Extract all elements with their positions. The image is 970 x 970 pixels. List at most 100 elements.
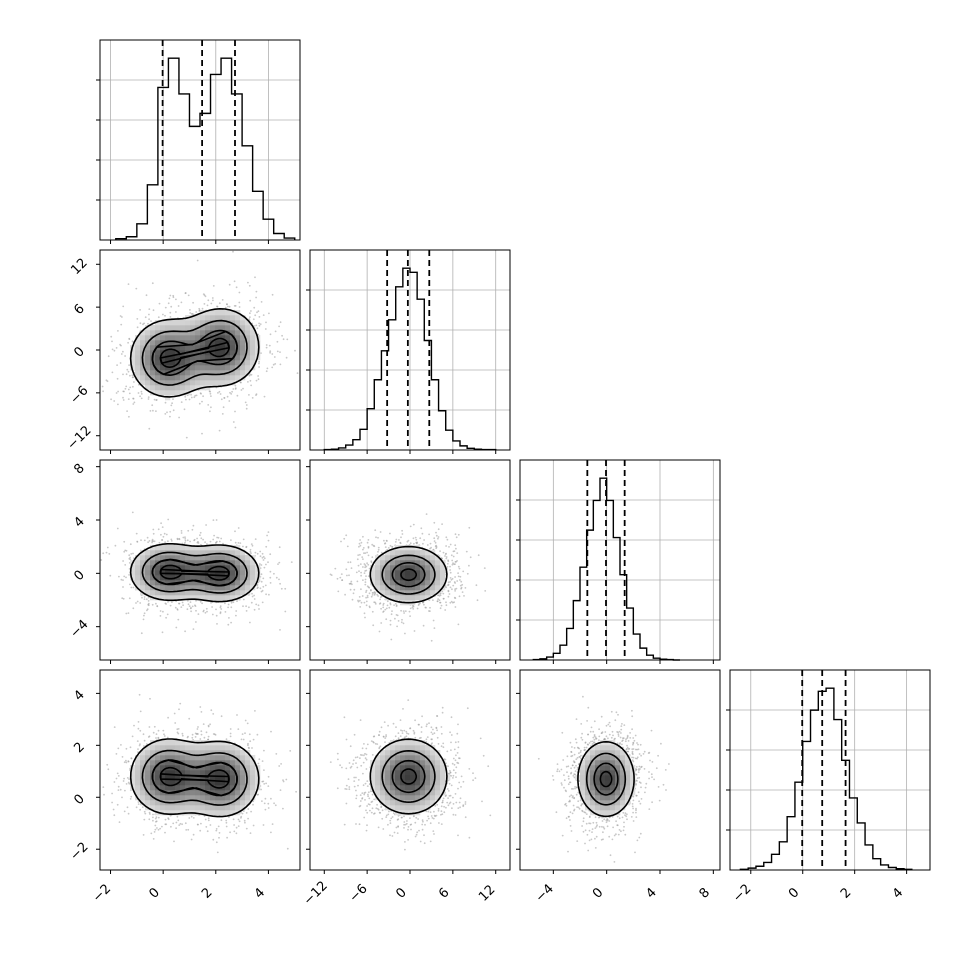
density-cell: [240, 575, 246, 581]
scatter-point: [130, 553, 133, 555]
scatter-point: [125, 576, 127, 579]
scatter-point: [201, 602, 204, 605]
scatter-point: [223, 397, 226, 399]
scatter-point: [258, 366, 260, 368]
scatter-point: [259, 323, 262, 325]
scatter-point: [362, 547, 365, 549]
scatter-point: [216, 540, 218, 543]
scatter-point: [401, 533, 404, 535]
scatter-point: [238, 306, 241, 308]
scatter-point: [122, 586, 124, 588]
density-cell: [375, 575, 381, 581]
density-cell: [180, 385, 186, 391]
scatter-point: [249, 548, 252, 551]
scatter-point: [340, 540, 342, 543]
density-cell: [155, 570, 161, 576]
density-cell: [395, 575, 401, 581]
scatter-point: [265, 563, 267, 566]
scatter-point: [439, 601, 441, 604]
scatter-point: [213, 534, 216, 537]
scatter-point: [242, 387, 244, 390]
scatter-point: [128, 557, 131, 560]
density-cell: [195, 575, 201, 581]
scatter-point: [167, 540, 169, 543]
scatter-point: [394, 617, 396, 620]
scatter-point: [206, 610, 208, 613]
scatter-point: [462, 570, 465, 573]
histogram-step-2: [532, 477, 680, 661]
density-cell: [140, 555, 146, 561]
density-cell: [220, 325, 226, 331]
scatter-point: [122, 597, 125, 600]
scatter-point: [347, 561, 350, 564]
density-cell: [225, 585, 231, 591]
scatter-point: [278, 325, 280, 328]
scatter-point: [366, 541, 369, 544]
scatter-point: [390, 638, 393, 641]
scatter-point: [391, 610, 393, 612]
histogram-panel-0: [96, 39, 301, 241]
scatter-point: [414, 536, 417, 539]
scatter-point: [249, 312, 251, 315]
density-cell: [140, 585, 146, 591]
scatter-point: [251, 595, 254, 598]
scatter-point: [440, 604, 443, 607]
scatter-point: [182, 536, 185, 539]
scatter-point: [189, 312, 192, 314]
scatter-point: [122, 399, 125, 401]
panels-layer: [96, 39, 931, 871]
density-cell: [210, 315, 216, 321]
scatter-point: [180, 530, 183, 532]
scatter-point: [136, 600, 139, 603]
scatter-point: [436, 600, 439, 602]
scatter-point: [153, 540, 156, 543]
scatter-point: [250, 384, 253, 387]
scatter-point: [125, 612, 128, 615]
scatter-point: [200, 537, 203, 540]
density-cell: [240, 320, 246, 326]
scatter-point: [359, 544, 362, 547]
scatter-point: [362, 558, 364, 560]
scatter-point: [396, 625, 398, 628]
density-cell: [230, 325, 236, 331]
scatter-point: [119, 315, 122, 317]
scatter-point: [446, 562, 449, 565]
density-cell: [150, 385, 156, 391]
scatter-point: [372, 624, 375, 627]
scatter-panel-0-1: [99, 249, 301, 451]
scatter-point: [357, 554, 360, 556]
density-cell: [210, 380, 216, 386]
density-cell: [160, 335, 166, 341]
scatter-point: [391, 545, 393, 548]
scatter-point: [231, 390, 234, 393]
scatter-point: [399, 542, 402, 545]
density-cell: [405, 550, 411, 556]
scatter-point: [135, 602, 137, 604]
density-cell: [205, 325, 211, 331]
scatter-point: [126, 410, 128, 412]
scatter-point: [127, 388, 130, 391]
scatter-point: [122, 390, 125, 393]
scatter-point: [455, 560, 457, 563]
scatter-point: [221, 299, 224, 301]
scatter-point: [377, 546, 380, 549]
scatter-point: [220, 537, 223, 540]
scatter-point: [169, 604, 172, 607]
scatter-point: [185, 436, 188, 439]
scatter-point: [382, 604, 385, 606]
scatter-point: [389, 623, 392, 626]
scatter-point: [452, 584, 455, 587]
density-cell: [405, 570, 411, 576]
scatter-point: [156, 605, 159, 607]
scatter-point: [117, 403, 119, 406]
scatter-point: [249, 621, 251, 624]
scatter-point: [426, 544, 429, 546]
scatter-point: [412, 537, 415, 540]
density-cell: [160, 545, 166, 551]
density-cell: [200, 565, 206, 571]
scatter-point: [167, 518, 170, 521]
density-cell: [150, 370, 156, 376]
scatter-point: [446, 565, 449, 568]
scatter-point: [348, 582, 351, 585]
scatter-point: [166, 411, 168, 414]
